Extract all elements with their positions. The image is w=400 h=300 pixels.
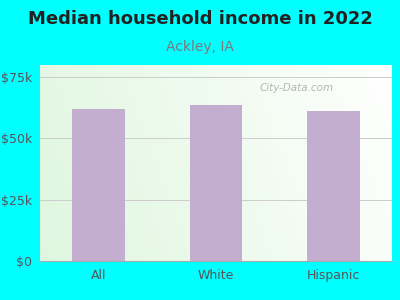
Text: Median household income in 2022: Median household income in 2022 bbox=[28, 11, 372, 28]
Text: City-Data.com: City-Data.com bbox=[260, 83, 334, 93]
Bar bbox=[72, 109, 125, 261]
Text: Ackley, IA: Ackley, IA bbox=[166, 40, 234, 53]
Bar bbox=[190, 105, 242, 261]
Bar bbox=[307, 111, 360, 261]
